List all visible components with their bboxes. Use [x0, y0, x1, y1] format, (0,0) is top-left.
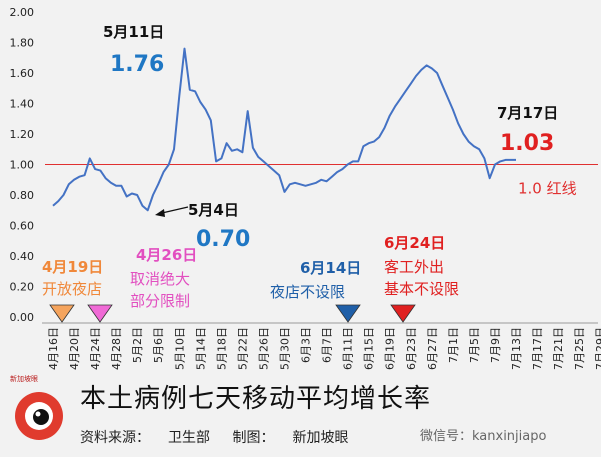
- event-text: 取消绝大: [130, 270, 190, 288]
- series: [52, 47, 516, 212]
- annotation-date: 5月4日: [188, 201, 239, 219]
- x-tick-label: 5月6日: [152, 327, 165, 363]
- x-tick-label: 6月19日: [384, 327, 397, 370]
- x-tick-label: 4月28日: [110, 327, 123, 370]
- y-tick-label: 1.20: [10, 128, 35, 141]
- event-marker: [87, 304, 113, 323]
- y-tick-label: 2.00: [10, 6, 35, 19]
- event-text: 基本不设限: [384, 280, 459, 298]
- x-tick-label: 5月2日: [131, 327, 144, 363]
- event-date: 4月26日: [136, 246, 197, 264]
- x-tick-label: 4月20日: [68, 327, 81, 370]
- annotations: 5月11日 1.76 5月4日 0.70 7月17日 1.03: [103, 23, 558, 252]
- annotation-date: 5月11日: [103, 23, 164, 41]
- wechat-id: 微信号：kanxinjiapo: [420, 429, 547, 444]
- annotation-arrow: [161, 206, 189, 214]
- x-tick-label: 5月30日: [279, 327, 292, 370]
- logo-text: 新加坡眼: [10, 375, 38, 383]
- y-tick-label: 0.40: [10, 250, 35, 263]
- x-tick-label: 4月24日: [89, 327, 102, 370]
- reference-line-label: 1.0 红线: [518, 180, 577, 198]
- x-tick-label: 6月27日: [426, 327, 439, 370]
- y-tick-label: 0.80: [10, 189, 35, 202]
- event-date: 4月19日: [42, 258, 103, 276]
- event-text: 夜店不设限: [270, 283, 345, 301]
- annotation-value: 0.70: [196, 227, 250, 252]
- x-tick-label: 7月13日: [510, 327, 523, 370]
- maker-value: 新加坡眼: [292, 430, 349, 446]
- annotation-date: 7月17日: [497, 104, 558, 122]
- y-tick-label: 0.20: [10, 281, 35, 294]
- event-marker: [390, 304, 416, 323]
- event-date: 6月14日: [300, 259, 361, 277]
- x-tick-label: 5月18日: [215, 327, 228, 370]
- annotation-arrowhead: [155, 209, 165, 217]
- source-value: 卫生部: [168, 430, 210, 446]
- y-tick-label: 1.40: [10, 98, 35, 111]
- chart-title: 本土病例七天移动平均增长率: [80, 384, 432, 414]
- event-date: 6月24日: [384, 234, 445, 252]
- x-tick-label: 5月22日: [236, 327, 249, 370]
- x-tick-label: 7月25日: [573, 327, 586, 370]
- annotation-value: 1.76: [110, 52, 164, 77]
- event-marker: [49, 304, 75, 323]
- x-tick-label: 6月15日: [363, 327, 376, 370]
- y-tick-label: 1.00: [10, 159, 35, 172]
- x-tick-label: 7月17日: [531, 327, 544, 370]
- x-tick-label: 6月3日: [300, 327, 313, 363]
- series-line: [52, 47, 516, 212]
- x-tick-label: 6月23日: [405, 327, 418, 370]
- y-tick-label: 1.60: [10, 67, 35, 80]
- x-tick-label: 7月5日: [468, 327, 481, 363]
- annotation-value: 1.03: [500, 131, 554, 156]
- source-line: 资料来源： 卫生部 制图： 新加坡眼: [80, 427, 366, 447]
- x-tick-label: 6月7日: [321, 327, 334, 363]
- chart: 0.00 0.20 0.40 0.60 0.80 1.00 1.20 1.40 1.60 1.80…: [10, 6, 601, 370]
- y-tick-label: 1.80: [10, 37, 35, 50]
- x-tick-label: 7月21日: [552, 327, 565, 370]
- x-tick-label: 7月1日: [447, 327, 460, 363]
- x-tick-label: 5月14日: [194, 327, 207, 370]
- y-tick-label: 0.60: [10, 220, 35, 233]
- x-tick-label: 6月11日: [342, 327, 355, 370]
- y-tick-label: 0.00: [10, 311, 35, 324]
- y-axis: 0.00 0.20 0.40 0.60 0.80 1.00 1.20 1.40 1.60 1.80…: [10, 6, 35, 324]
- x-tick-label: 7月9日: [489, 327, 502, 363]
- event-text: 部分限制: [130, 292, 190, 310]
- x-tick-label: 5月10日: [173, 327, 186, 370]
- x-axis: 4月16日 4月20日 4月24日 4月28日 5月2日 5月6日 5月10日 5月14日 5月…: [42, 322, 601, 370]
- x-tick-label: 7月29日: [594, 327, 601, 370]
- x-tick-label: 4月16日: [47, 327, 60, 370]
- x-tick-label: 5月26日: [257, 327, 270, 370]
- logo-icon: [15, 392, 63, 440]
- reference-line: 1.0 红线: [45, 164, 598, 198]
- event-text: 客工外出: [384, 258, 444, 276]
- event-marker: [335, 304, 361, 323]
- source-label: 资料来源：: [80, 430, 150, 446]
- event-text: 开放夜店: [42, 280, 102, 298]
- maker-label: 制图：: [232, 430, 275, 446]
